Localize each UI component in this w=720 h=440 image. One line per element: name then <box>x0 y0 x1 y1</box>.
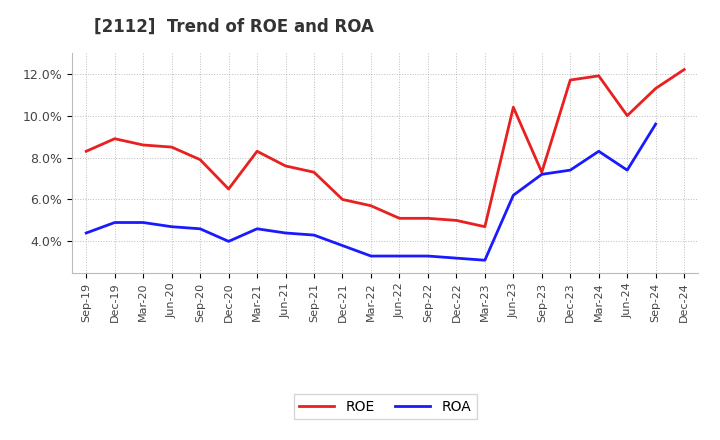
ROA <box>480 257 489 263</box>
ROE <box>167 144 176 150</box>
ROE <box>652 86 660 91</box>
ROA <box>110 220 119 225</box>
ROE <box>225 187 233 192</box>
ROE <box>82 149 91 154</box>
ROE <box>566 77 575 83</box>
Line: ROA: ROA <box>86 124 656 260</box>
ROA <box>623 168 631 173</box>
ROE <box>480 224 489 229</box>
ROA <box>225 239 233 244</box>
ROE <box>423 216 432 221</box>
ROA <box>537 172 546 177</box>
Legend: ROE, ROA: ROE, ROA <box>294 394 477 419</box>
ROA <box>452 256 461 261</box>
ROE <box>196 157 204 162</box>
ROE <box>310 169 318 175</box>
ROA <box>82 231 91 236</box>
ROA <box>139 220 148 225</box>
ROA <box>282 231 290 236</box>
ROE <box>509 105 518 110</box>
ROA <box>338 243 347 248</box>
ROA <box>566 168 575 173</box>
ROE <box>680 67 688 72</box>
ROE <box>595 73 603 78</box>
ROE <box>452 218 461 223</box>
ROA <box>196 226 204 231</box>
ROE <box>282 163 290 169</box>
Line: ROE: ROE <box>86 70 684 227</box>
ROA <box>652 121 660 127</box>
ROE <box>139 143 148 148</box>
ROA <box>423 253 432 259</box>
ROE <box>366 203 375 209</box>
ROA <box>310 232 318 238</box>
ROE <box>537 169 546 175</box>
ROE <box>338 197 347 202</box>
ROE <box>110 136 119 141</box>
ROA <box>253 226 261 231</box>
ROA <box>395 253 404 259</box>
ROA <box>366 253 375 259</box>
Text: [2112]  Trend of ROE and ROA: [2112] Trend of ROE and ROA <box>94 18 374 36</box>
ROA <box>167 224 176 229</box>
ROE <box>253 149 261 154</box>
ROA <box>595 149 603 154</box>
ROE <box>395 216 404 221</box>
ROE <box>623 113 631 118</box>
ROA <box>509 193 518 198</box>
